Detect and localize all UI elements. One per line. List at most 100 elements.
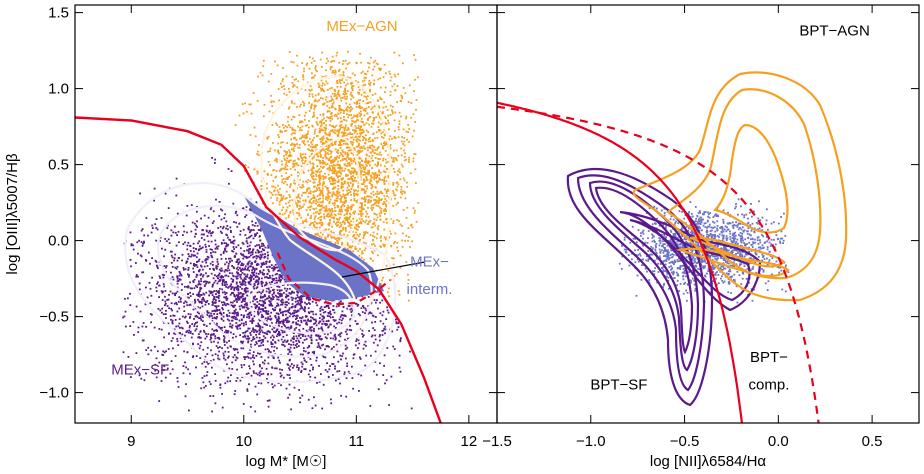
sf-point	[235, 275, 237, 278]
agn-point	[322, 161, 325, 163]
agn-point	[377, 126, 380, 128]
sf-point	[356, 322, 359, 325]
sf-point	[342, 317, 344, 320]
agn-point	[339, 82, 342, 84]
sf-point	[274, 367, 276, 370]
sf-point	[266, 282, 268, 285]
agn-point	[380, 239, 382, 242]
sf-point	[359, 358, 362, 360]
sf-point	[362, 334, 365, 337]
sf-point	[301, 295, 304, 298]
agn-point	[329, 241, 332, 243]
agn-point	[344, 194, 347, 196]
agn-point	[327, 153, 330, 156]
agn-point	[300, 87, 303, 90]
agn-point	[338, 218, 341, 221]
sf-point	[194, 228, 197, 231]
agn-point	[322, 183, 324, 185]
sf-point	[260, 262, 263, 265]
agn-point	[325, 133, 328, 136]
sf-point	[239, 334, 241, 336]
sf-point	[173, 332, 175, 335]
agn-point	[346, 208, 349, 211]
sf-point	[186, 286, 188, 288]
sf-point	[310, 336, 313, 339]
agn-point	[377, 99, 380, 102]
agn-point	[408, 161, 410, 163]
sf-point	[270, 341, 273, 344]
agn-point	[329, 180, 331, 183]
agn-point	[342, 183, 345, 186]
sf-point	[271, 383, 273, 385]
sf-point	[236, 327, 239, 329]
agn-point	[365, 122, 368, 125]
agn-point	[376, 63, 379, 66]
agn-point	[369, 180, 372, 182]
agn-point	[353, 171, 355, 173]
agn-point	[342, 126, 344, 129]
agn-point	[311, 148, 313, 151]
sf-point	[254, 235, 256, 237]
agn-point	[368, 155, 371, 158]
agn-point	[368, 79, 371, 82]
sf-point	[252, 272, 254, 274]
agn-point	[380, 235, 382, 238]
sf-point	[350, 311, 353, 313]
agn-point	[354, 227, 357, 230]
agn-point	[383, 101, 385, 104]
agn-point	[310, 217, 312, 219]
sf-point	[331, 363, 334, 365]
agn-point	[312, 197, 314, 199]
sf-point	[238, 319, 241, 322]
agn-point	[346, 217, 349, 220]
sf-point	[302, 335, 304, 337]
agn-point	[375, 204, 378, 207]
agn-point	[365, 215, 367, 218]
agn-point	[302, 185, 305, 188]
agn-point	[349, 157, 352, 160]
sf-point	[296, 300, 299, 302]
left-panel: 9 10 11 12 −1.0−0.50.00.51.01.5 log M* [M☉]…	[4, 4, 498, 470]
agn-point	[325, 157, 328, 159]
agn-point	[341, 138, 344, 141]
agn-point	[342, 74, 345, 76]
sf-point	[197, 295, 200, 297]
agn-point	[271, 124, 274, 126]
sf-point	[274, 263, 277, 266]
agn-point	[307, 214, 309, 216]
sf-point	[346, 346, 349, 349]
agn-point	[388, 128, 390, 131]
sf-point	[198, 295, 201, 298]
sf-point	[268, 270, 270, 273]
agn-point	[278, 194, 281, 196]
sf-point	[359, 314, 361, 317]
agn-point	[285, 160, 288, 162]
agn-point	[371, 148, 374, 151]
agn-point	[367, 160, 370, 163]
agn-point	[282, 206, 284, 209]
sf-point	[283, 278, 286, 281]
agn-point	[369, 82, 372, 84]
sf-point	[262, 303, 265, 306]
agn-point	[333, 182, 335, 185]
agn-point	[345, 107, 348, 110]
agn-point	[296, 212, 298, 214]
agn-point	[364, 204, 366, 207]
agn-point	[331, 97, 333, 100]
agn-point	[308, 199, 311, 202]
sf-point	[195, 355, 198, 357]
sf-point	[292, 341, 295, 344]
agn-point	[327, 215, 330, 218]
agn-point	[320, 190, 322, 193]
agn-point	[379, 96, 382, 99]
sf-point	[287, 311, 290, 314]
sf-point	[225, 220, 228, 223]
agn-point	[365, 172, 368, 174]
agn-point	[336, 85, 339, 88]
agn-point	[336, 80, 338, 83]
agn-point	[334, 186, 337, 189]
agn-point	[322, 137, 325, 140]
agn-point	[289, 211, 292, 214]
agn-point	[362, 70, 364, 73]
sf-point	[137, 326, 140, 329]
